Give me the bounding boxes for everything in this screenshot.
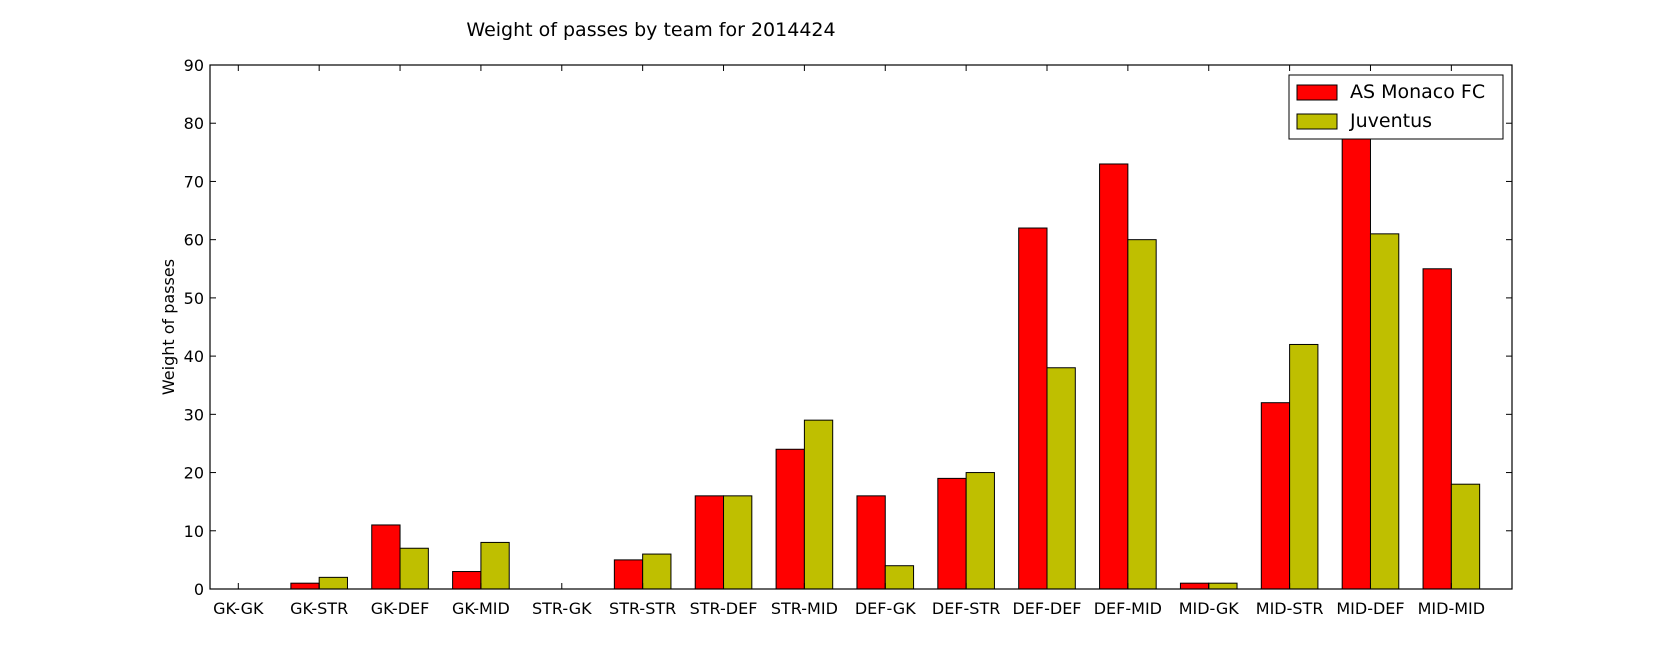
bar-juventus-def-str	[965, 472, 995, 589]
chart-title: Weight of passes by team for 2014424	[466, 19, 835, 41]
bar-monaco-str-str	[613, 559, 644, 589]
ticks-layer: GK-GK GK-STR GK-DEF GK-MID STR-GK STR-STR STR-…	[184, 56, 1512, 618]
bar-monaco-mid-mid	[1422, 268, 1452, 589]
x-tick-label: STR-STR	[609, 599, 676, 618]
bar-monaco-def-def	[1018, 227, 1048, 589]
legend-label-juventus: Juventus	[1349, 110, 1432, 132]
x-tick-label: STR-MID	[771, 599, 838, 618]
bar-monaco-mid-def	[1341, 122, 1371, 589]
y-tick-label: 60	[184, 231, 204, 250]
x-tick-label: DEF-STR	[932, 599, 1000, 618]
x-tick-label: MID-GK	[1179, 599, 1240, 618]
bar-monaco-gk-mid	[452, 571, 482, 589]
bar-juventus-mid-str	[1289, 343, 1319, 589]
x-tick-label: STR-DEF	[690, 599, 758, 618]
bar-juventus-mid-gk	[1208, 582, 1238, 589]
bars-layer	[290, 122, 1481, 589]
bar-juventus-gk-def	[399, 547, 429, 589]
plot-frame	[209, 64, 1513, 590]
x-tick-label: MID-MID	[1418, 599, 1485, 618]
bar-monaco-def-mid	[1099, 163, 1129, 589]
bar-juventus-gk-mid	[480, 541, 510, 589]
x-tick-label: MID-STR	[1256, 599, 1324, 618]
bar-juventus-def-mid	[1127, 239, 1157, 589]
bar-monaco-mid-gk	[1179, 582, 1210, 589]
x-tick-label: STR-GK	[532, 599, 592, 618]
y-tick-label: 50	[184, 289, 204, 308]
x-tick-label: GK-GK	[213, 599, 264, 618]
x-tick-label: DEF-DEF	[1012, 599, 1081, 618]
y-tick-label: 30	[184, 405, 204, 424]
bar-juventus-def-gk	[884, 565, 915, 589]
bar-juventus-str-str	[642, 553, 672, 589]
bar-monaco-def-gk	[856, 495, 886, 589]
bar-juventus-mid-mid	[1450, 483, 1481, 589]
legend: AS Monaco FC Juventus	[1288, 74, 1504, 140]
y-tick-label: 90	[184, 56, 204, 75]
bar-monaco-def-str	[937, 477, 967, 589]
y-tick-label: 10	[184, 522, 204, 541]
y-tick-label: 0	[194, 580, 204, 599]
y-axis-label: Weight of passes	[159, 259, 178, 395]
legend-label-monaco: AS Monaco FC	[1350, 81, 1485, 103]
x-tick-label: GK-STR	[290, 599, 348, 618]
y-tick-label: 40	[184, 347, 204, 366]
x-tick-label: GK-DEF	[371, 599, 430, 618]
bar-monaco-str-def	[694, 495, 725, 589]
legend-swatch-monaco	[1296, 84, 1338, 101]
bar-monaco-gk-str	[290, 582, 320, 589]
bar-juventus-str-def	[723, 495, 753, 589]
bar-monaco-gk-def	[371, 524, 401, 589]
legend-swatch-juventus	[1296, 113, 1338, 130]
bar-juventus-mid-def	[1369, 233, 1400, 589]
x-tick-label: DEF-GK	[855, 599, 916, 618]
bar-monaco-mid-str	[1260, 402, 1291, 589]
bar-juventus-gk-str	[318, 576, 348, 589]
y-tick-label: 70	[184, 172, 204, 191]
bar-juventus-def-def	[1046, 367, 1076, 589]
y-tick-label: 20	[184, 464, 204, 483]
bar-juventus-str-mid	[803, 419, 834, 589]
x-tick-label: MID-DEF	[1336, 599, 1404, 618]
bar-monaco-str-mid	[775, 448, 805, 589]
y-tick-label: 80	[184, 114, 204, 133]
x-tick-label: GK-MID	[452, 599, 510, 618]
x-tick-label: DEF-MID	[1094, 599, 1162, 618]
